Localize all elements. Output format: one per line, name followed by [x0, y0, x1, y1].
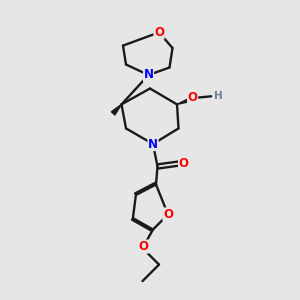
Text: N: N	[143, 68, 154, 82]
Text: H: H	[214, 91, 222, 101]
Text: N: N	[148, 137, 158, 151]
Text: O: O	[178, 157, 189, 170]
Text: O: O	[138, 240, 148, 253]
Text: O: O	[163, 208, 173, 221]
Polygon shape	[111, 104, 122, 115]
Polygon shape	[177, 95, 197, 104]
Text: O: O	[188, 91, 198, 104]
Text: O: O	[154, 26, 164, 39]
